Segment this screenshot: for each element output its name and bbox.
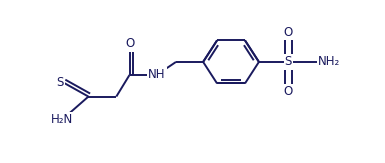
Text: NH: NH bbox=[148, 68, 166, 82]
Text: O: O bbox=[284, 85, 293, 98]
Text: S: S bbox=[56, 76, 64, 89]
Text: H₂N: H₂N bbox=[51, 113, 73, 126]
Text: O: O bbox=[125, 37, 134, 50]
Text: O: O bbox=[284, 26, 293, 39]
Text: S: S bbox=[285, 55, 292, 68]
Text: NH₂: NH₂ bbox=[318, 55, 340, 68]
